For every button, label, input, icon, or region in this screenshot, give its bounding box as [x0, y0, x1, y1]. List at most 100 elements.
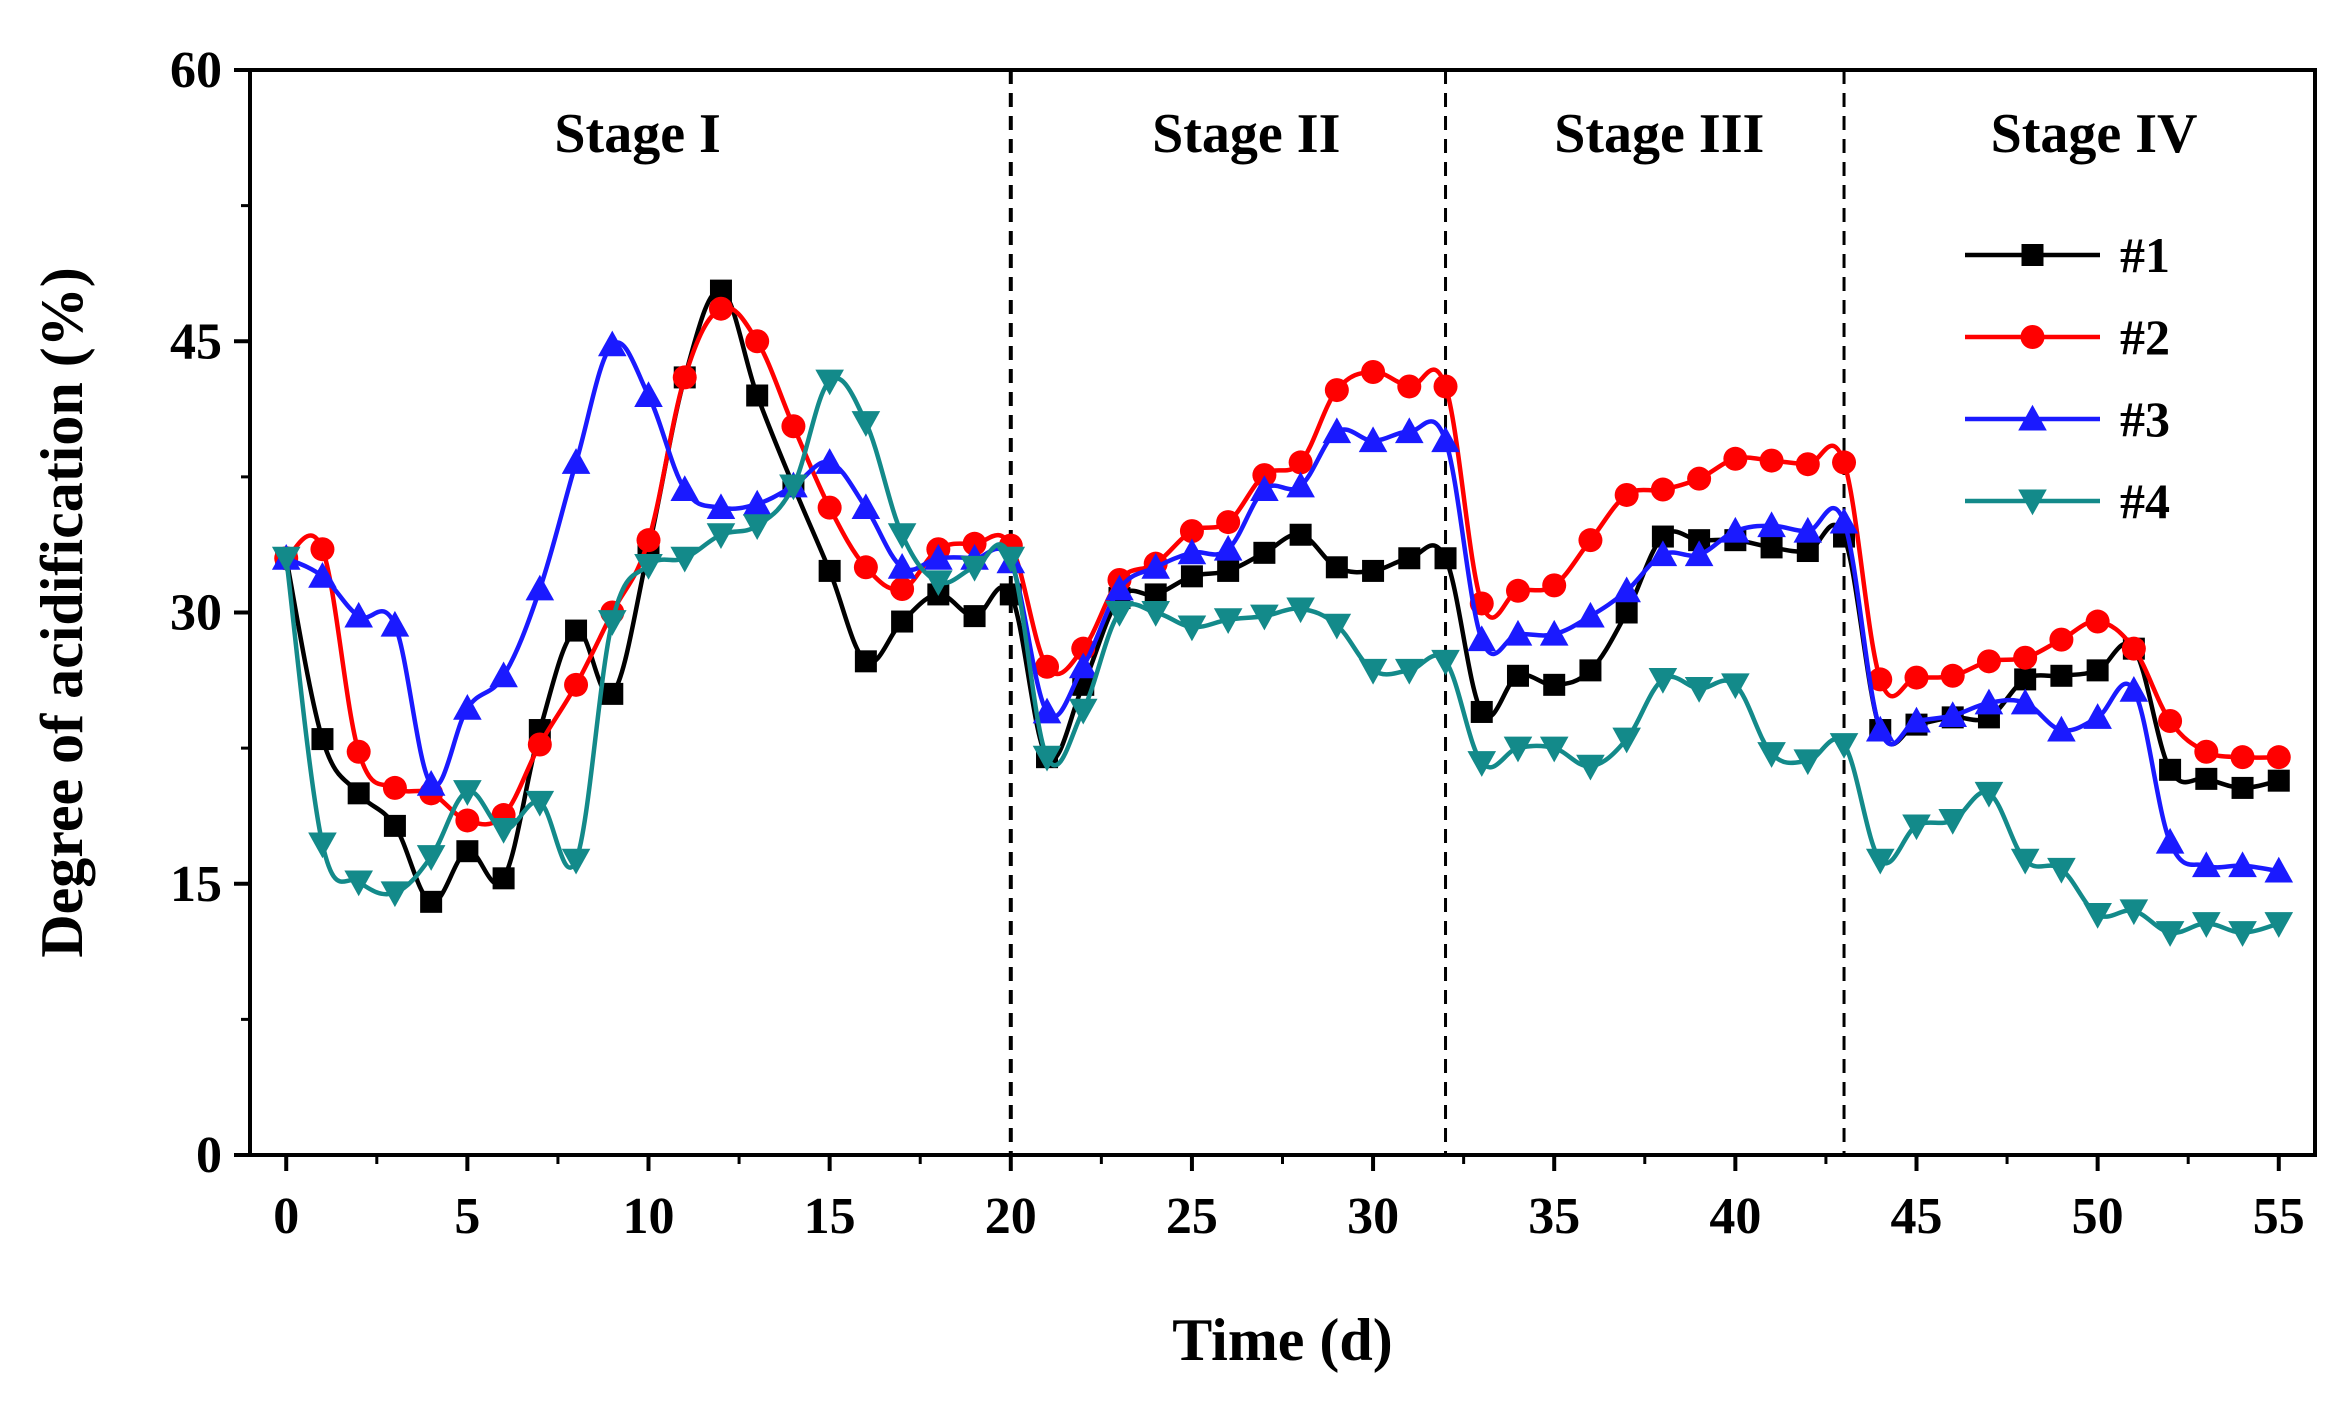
data-point [1757, 742, 1786, 768]
legend-item: #1 [1965, 227, 2170, 283]
data-point [781, 414, 806, 439]
data-point [1902, 814, 1931, 841]
series-2 [274, 296, 2291, 833]
data-point [565, 619, 588, 642]
data-point [636, 528, 661, 553]
data-point [1865, 848, 1895, 875]
data-point [1539, 736, 1569, 763]
data-point [1793, 516, 1823, 543]
data-point [527, 732, 552, 757]
data-point [453, 780, 482, 806]
data-point [1579, 659, 1602, 682]
data-point [1503, 619, 1533, 646]
data-point [1362, 559, 1385, 582]
data-point [2155, 921, 2185, 947]
series-layer [271, 279, 2294, 947]
data-point [1434, 547, 1457, 570]
y-tick-label: 60 [170, 42, 222, 99]
data-point [1105, 601, 1134, 627]
data-point [271, 546, 301, 573]
data-point [1687, 466, 1712, 491]
data-point [924, 570, 953, 597]
data-point [1322, 613, 1352, 640]
data-point [1615, 601, 1638, 624]
data-point [1760, 536, 1783, 559]
series-1 [275, 279, 2290, 913]
data-point [492, 867, 515, 890]
data-point [311, 728, 334, 751]
data-point [924, 543, 953, 570]
data-point [854, 650, 877, 673]
data-point [1470, 700, 1493, 723]
data-point [2013, 645, 2038, 670]
data-point [1068, 698, 1098, 725]
series-line [284, 305, 2279, 827]
data-point [2194, 739, 2219, 764]
data-point [1467, 751, 1497, 777]
data-point [1543, 673, 1566, 696]
data-point [1032, 745, 1062, 772]
data-point [1904, 665, 1929, 690]
data-point [489, 818, 518, 844]
data-point [2010, 688, 2040, 715]
data-point [2085, 609, 2110, 634]
data-point [1832, 450, 1857, 475]
legend: #1 #2 #3 #4 [1965, 227, 2170, 529]
data-point [1612, 576, 1641, 603]
data-point [1974, 688, 2004, 715]
legend-label: #2 [2120, 309, 2170, 365]
data-point [380, 881, 410, 908]
x-tick-label: 5 [454, 1188, 480, 1245]
data-point [2050, 664, 2073, 687]
data-point [308, 832, 337, 859]
data-point [1796, 540, 1819, 563]
data-point [1358, 658, 1388, 685]
data-point [456, 840, 479, 863]
data-point [1286, 471, 1315, 498]
data-point [1394, 417, 1424, 444]
data-point [1578, 528, 1603, 553]
data-point [1503, 736, 1533, 763]
legend-item: #2 [1965, 309, 2170, 365]
data-point [1467, 625, 1497, 652]
data-point [489, 661, 518, 688]
data-point [525, 790, 555, 817]
data-point [1651, 525, 1674, 548]
data-point [1688, 529, 1711, 552]
legend-marker [2020, 325, 2045, 349]
data-point [1865, 715, 1895, 742]
data-point [310, 537, 335, 562]
data-point [2264, 912, 2294, 938]
data-point [1684, 540, 1714, 567]
data-point [2158, 709, 2183, 733]
data-point [601, 682, 624, 705]
data-point [382, 775, 407, 800]
data-point [1902, 706, 1931, 733]
data-point [420, 890, 443, 913]
data-point [670, 475, 700, 501]
data-point [1976, 649, 2001, 674]
data-point [2228, 851, 2257, 878]
x-tick-label: 50 [2072, 1188, 2124, 1245]
data-point [996, 546, 1026, 573]
x-tick-label: 10 [623, 1188, 675, 1245]
data-point [853, 555, 878, 580]
x-tick-label: 20 [985, 1188, 1037, 1245]
data-point [344, 601, 373, 628]
data-point [742, 489, 772, 516]
data-point [2192, 851, 2221, 878]
x-tick-label: 35 [1528, 1188, 1580, 1245]
x-tick-label: 40 [1709, 1188, 1761, 1245]
data-point [960, 555, 989, 582]
y-axis-title: Degree of acidification (%) [29, 267, 95, 957]
data-point [2047, 715, 2076, 742]
data-point [1505, 578, 1530, 603]
y-tick-label: 15 [170, 856, 222, 913]
data-point [2047, 857, 2076, 884]
stage-label: Stage II [1152, 103, 1340, 165]
data-point [1180, 565, 1203, 588]
x-tick-label: 0 [273, 1188, 299, 1245]
data-point [2083, 703, 2112, 729]
data-point [2119, 675, 2149, 702]
